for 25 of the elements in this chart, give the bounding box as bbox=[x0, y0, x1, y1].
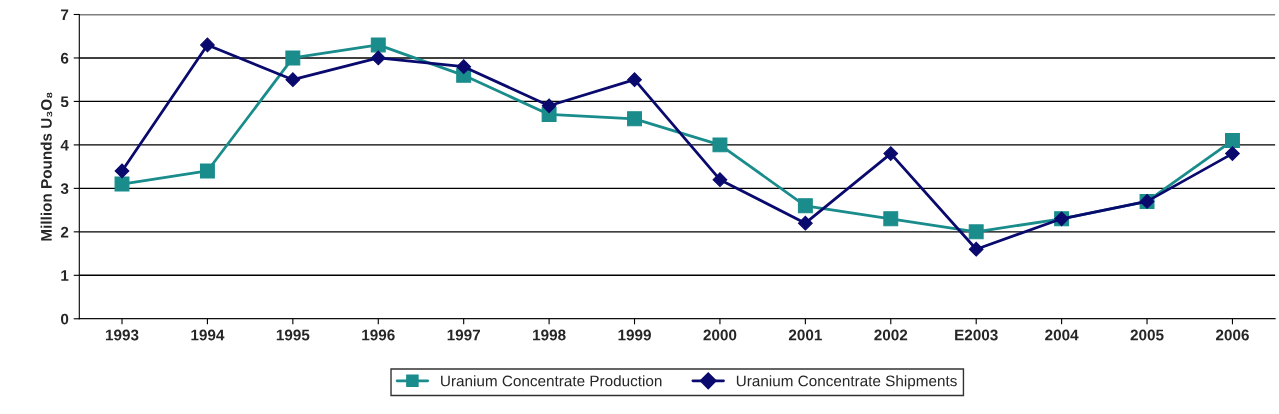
y-tick-label: 5 bbox=[60, 96, 69, 108]
x-tick-label: 1993 bbox=[105, 329, 139, 341]
x-tick-label: 2000 bbox=[703, 329, 737, 341]
x-tick-label: E2003 bbox=[955, 329, 998, 341]
x-tick-label: 2004 bbox=[1045, 329, 1079, 341]
y-tick-label: 2 bbox=[60, 226, 69, 238]
y-tick-label: 4 bbox=[60, 139, 69, 151]
x-tick-label: 2001 bbox=[788, 329, 822, 341]
y-tick-label: 3 bbox=[60, 183, 69, 195]
y-tick-label: 7 bbox=[61, 9, 69, 21]
x-tick-label: 2005 bbox=[1130, 329, 1164, 341]
x-tick-label: 1998 bbox=[533, 329, 566, 341]
y-axis-title: Million Pounds U₃O₈ bbox=[40, 92, 53, 241]
y-tick-label: 0 bbox=[60, 313, 69, 325]
x-tick-label: 1997 bbox=[447, 329, 481, 341]
y-tick-label: 1 bbox=[61, 270, 69, 281]
legend-label: Uranium Concentrate Production bbox=[441, 375, 662, 387]
x-tick-label: 1995 bbox=[276, 329, 310, 341]
legend-label: Uranium Concentrate Shipments bbox=[736, 375, 957, 390]
x-tick-label: 2002 bbox=[874, 329, 908, 341]
y-tick-label: 6 bbox=[60, 52, 69, 64]
x-tick-label: 1999 bbox=[618, 329, 651, 341]
x-tick-label: 2006 bbox=[1215, 329, 1249, 341]
x-tick-label: 1994 bbox=[191, 329, 225, 341]
x-tick-label: 1996 bbox=[362, 329, 395, 341]
